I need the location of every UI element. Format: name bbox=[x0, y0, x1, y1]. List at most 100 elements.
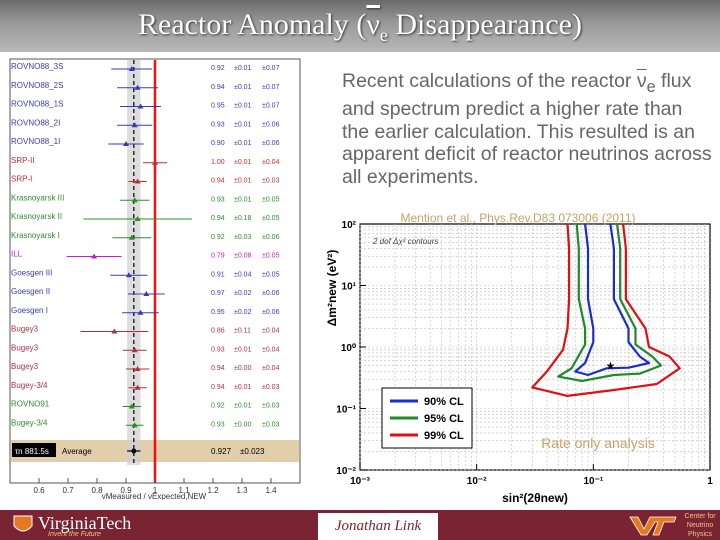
data-point bbox=[134, 216, 141, 221]
data-point bbox=[128, 403, 135, 409]
ratio-value: 0.93 bbox=[211, 421, 225, 428]
ratio-value: 0.90 bbox=[211, 140, 225, 147]
slide-title: Reactor Anomaly (νe Disappearance) bbox=[138, 8, 582, 45]
best-fit-star: ★ bbox=[605, 361, 615, 373]
experiment-label: ROVNO91 bbox=[11, 400, 50, 409]
vt-monogram-icon bbox=[629, 516, 677, 536]
ratio-value: 0.94 bbox=[211, 178, 225, 185]
contour-99-cl bbox=[531, 223, 681, 397]
average-error: ±0.023 bbox=[240, 447, 265, 456]
syst-error: ±0.04 bbox=[262, 346, 280, 353]
data-point bbox=[131, 347, 138, 353]
title-band bbox=[0, 0, 720, 52]
legend-entry: 99% CL bbox=[424, 430, 464, 442]
ratio-value: 0.93 bbox=[211, 346, 225, 353]
vt-logo: VirginiaTech bbox=[38, 513, 132, 533]
data-point bbox=[128, 66, 135, 71]
data-point bbox=[134, 178, 141, 184]
experiment-label: ROVNO88_2I bbox=[11, 118, 60, 127]
x-tick-label: 1.1 bbox=[178, 486, 190, 495]
stat-error: ±0.01 bbox=[234, 65, 252, 72]
ratio-value: 0.94 bbox=[211, 215, 225, 222]
x-tick-label: 0.9 bbox=[120, 486, 132, 495]
tau-label: τn 881.5s bbox=[15, 447, 49, 456]
average-value: 0.927 bbox=[211, 447, 232, 456]
data-point bbox=[131, 422, 138, 428]
syst-error: ±0.03 bbox=[262, 403, 280, 410]
y-axis-label: Δm²new (eV²) bbox=[325, 250, 339, 327]
stat-error: ±0.01 bbox=[234, 384, 252, 391]
experiment-label: Bugey3 bbox=[11, 325, 39, 334]
ratio-value: 0.94 bbox=[211, 384, 225, 391]
x-tick-label: 0.7 bbox=[62, 486, 74, 495]
ratio-value: 0.92 bbox=[211, 234, 225, 241]
syst-error: ±0.04 bbox=[262, 159, 280, 166]
experiment-label: Bugey3 bbox=[11, 362, 39, 371]
ratio-value: 0.91 bbox=[211, 271, 225, 278]
experiment-label: Goesgen I bbox=[11, 306, 48, 315]
stat-error: ±0.04 bbox=[234, 271, 252, 278]
stat-error: ±0.02 bbox=[234, 290, 252, 297]
data-point bbox=[131, 122, 138, 128]
y-tick-label: 10¹ bbox=[342, 282, 357, 293]
ratio-value: 0.94 bbox=[211, 365, 225, 372]
stat-error: ±0.11 bbox=[234, 328, 251, 335]
experiment-label: Bugey3 bbox=[11, 343, 39, 352]
x-tick-label: 1.3 bbox=[236, 486, 248, 495]
contour-caption: 2 dof Δχ² contours bbox=[372, 237, 438, 246]
syst-error: ±0.04 bbox=[262, 328, 280, 335]
stat-error: ±0.01 bbox=[234, 140, 252, 147]
data-point bbox=[123, 141, 129, 146]
ratio-forest-plot: ROVNO88_3S 0.92 ±0.01 ±0.07 ROVNO88_2S 0.94 ±0… bbox=[9, 58, 301, 500]
tau-box bbox=[12, 443, 56, 457]
average-uncertainty-band bbox=[127, 60, 141, 465]
syst-error: ±0.06 bbox=[262, 290, 280, 297]
data-point bbox=[125, 272, 132, 278]
data-point bbox=[134, 384, 141, 390]
stat-error: ±0.01 bbox=[234, 159, 252, 166]
data-point bbox=[137, 103, 144, 109]
syst-error: ±0.05 bbox=[262, 271, 280, 278]
center-name: Center for Neutrino Physics bbox=[684, 513, 716, 538]
rate-only-label: Rate only analysis bbox=[541, 435, 655, 451]
data-point bbox=[128, 234, 135, 240]
experiment-label: ROVNO88_2S bbox=[11, 81, 63, 90]
stat-error: ±0.01 bbox=[234, 84, 252, 91]
experiment-label: SRP-II bbox=[11, 156, 35, 165]
experiment-label: ROVNO88_1I bbox=[11, 137, 60, 146]
stat-error: ±0.01 bbox=[234, 346, 252, 353]
author-name: Jonathan Link bbox=[318, 513, 438, 540]
syst-error: ±0.06 bbox=[262, 140, 280, 147]
ratio-value: 0.94 bbox=[211, 84, 225, 91]
syst-error: ±0.03 bbox=[262, 384, 280, 391]
syst-error: ±0.07 bbox=[262, 65, 280, 72]
syst-error: ±0.06 bbox=[262, 309, 280, 316]
experiment-label: Krasnoyarsk I bbox=[11, 231, 60, 240]
syst-error: ±0.06 bbox=[262, 234, 280, 241]
ratio-value: 0.93 bbox=[211, 121, 225, 128]
x-tick-label: 1 bbox=[707, 476, 713, 487]
stat-error: ±0.00 bbox=[234, 365, 252, 372]
ratio-value: 0.79 bbox=[211, 253, 225, 260]
stat-error: ±0.01 bbox=[234, 196, 252, 203]
experiment-label: ROVNO88_3S bbox=[11, 62, 63, 71]
ratio-value: 0.97 bbox=[211, 290, 225, 297]
contour-90-cl bbox=[574, 223, 651, 377]
ratio-value: 0.86 bbox=[211, 328, 225, 335]
data-point bbox=[152, 159, 158, 165]
x-tick-label: 0.6 bbox=[33, 486, 45, 495]
ratio-value: 0.93 bbox=[211, 196, 225, 203]
x-tick-label: 1.4 bbox=[265, 486, 277, 495]
data-point bbox=[134, 84, 141, 90]
x-tick-label: 0.8 bbox=[91, 486, 103, 495]
y-tick-label: 10⁰ bbox=[341, 343, 356, 354]
experiment-label: Krasnoyarsk II bbox=[11, 212, 62, 221]
x-axis-label: νMeasured / νExpected,NEW bbox=[102, 492, 207, 500]
x-tick-label: 10⁻¹ bbox=[583, 476, 603, 487]
x-axis-label: sin²(2θnew) bbox=[502, 491, 568, 505]
syst-error: ±0.05 bbox=[262, 253, 280, 260]
y-tick-label: 10⁻¹ bbox=[336, 405, 356, 416]
ratio-value: 0.95 bbox=[211, 103, 225, 110]
syst-error: ±0.03 bbox=[262, 421, 280, 428]
ratio-value: 0.92 bbox=[211, 65, 225, 72]
